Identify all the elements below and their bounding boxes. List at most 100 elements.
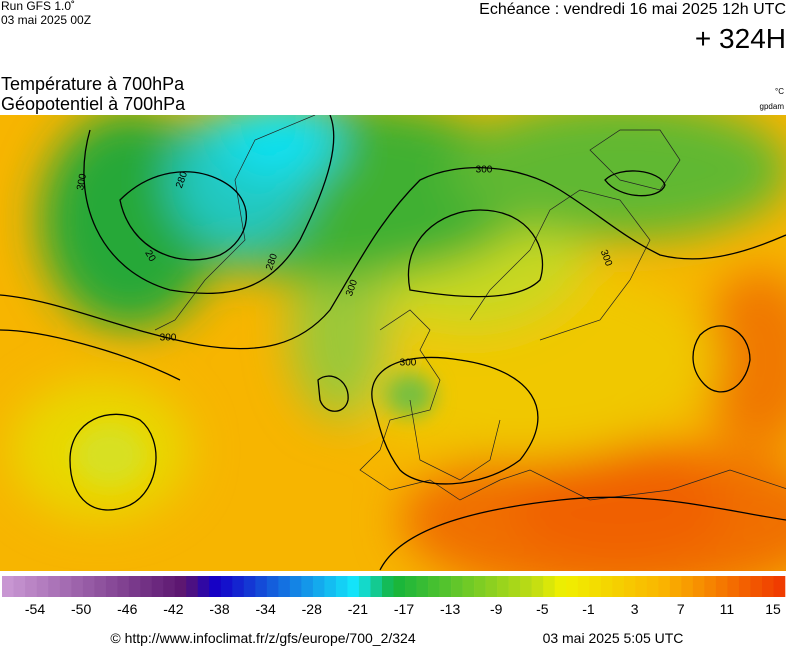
run-label: Run GFS 1.0˚ bbox=[1, 0, 75, 13]
colorbar-swatch bbox=[128, 576, 141, 597]
colorbar-swatch bbox=[727, 576, 740, 597]
colorbar-swatch bbox=[243, 576, 256, 597]
colorbar-swatch bbox=[312, 576, 325, 597]
colorbar-swatch bbox=[82, 576, 95, 597]
colorbar-label: -34 bbox=[256, 601, 276, 617]
colorbar-swatch bbox=[209, 576, 222, 597]
forecast-time: Echéance : vendredi 16 mai 2025 12h UTC bbox=[479, 1, 786, 18]
colorbar-swatch bbox=[738, 576, 751, 597]
colorbar-label: -54 bbox=[25, 601, 45, 617]
title-temperature: Température à 700hPa bbox=[1, 74, 185, 94]
colorbar-swatch bbox=[589, 576, 602, 597]
colorbar-swatch bbox=[151, 576, 164, 597]
colorbar-swatch bbox=[612, 576, 625, 597]
colorbar-swatch bbox=[324, 576, 337, 597]
colorbar-label: -50 bbox=[71, 601, 91, 617]
colorbar-swatch bbox=[405, 576, 417, 597]
colorbar-label: -17 bbox=[394, 601, 414, 617]
colorbar-swatch bbox=[335, 576, 348, 597]
colorbar-swatch bbox=[140, 576, 152, 597]
colorbar: -54 -50 -46 -42 -38 -34 -28 -21 -17 -13 -9 -5 -1 3 7 11… bbox=[2, 576, 786, 617]
colorbar-swatch bbox=[381, 576, 394, 597]
contour-label: 300 bbox=[400, 358, 417, 369]
colorbar-swatch bbox=[750, 576, 763, 597]
colorbar-swatch bbox=[197, 576, 210, 597]
contour-label: 300 bbox=[160, 333, 177, 344]
colorbar-swatch bbox=[658, 576, 671, 597]
colorbar-swatch bbox=[255, 576, 268, 597]
colorbar-swatch bbox=[59, 576, 72, 597]
colorbar-swatch bbox=[474, 576, 486, 597]
colorbar-swatch bbox=[485, 576, 498, 597]
colorbar-swatch bbox=[416, 576, 429, 597]
unit-temperature: °C bbox=[775, 87, 784, 96]
colorbar-label: -38 bbox=[209, 601, 229, 617]
colorbar-swatch bbox=[266, 576, 279, 597]
colorbar-swatch bbox=[462, 576, 475, 597]
colorbar-swatch bbox=[94, 576, 106, 597]
colorbar-swatch bbox=[566, 576, 579, 597]
colorbar-label: -13 bbox=[440, 601, 460, 617]
coastlines bbox=[154, 115, 786, 501]
colorbar-swatch bbox=[681, 576, 694, 597]
colorbar-swatch bbox=[773, 576, 786, 597]
colorbar-swatch bbox=[520, 576, 532, 597]
colorbar-swatch bbox=[370, 576, 383, 597]
footer-source: © http://www.infoclimat.fr/z/gfs/europe/… bbox=[110, 630, 415, 646]
colorbar-label: 7 bbox=[677, 601, 685, 617]
colorbar-label: -28 bbox=[302, 601, 322, 617]
footer-generated: 03 mai 2025 5:05 UTC bbox=[543, 630, 684, 646]
colorbar-swatch bbox=[554, 576, 567, 597]
colorbar-swatch bbox=[358, 576, 371, 597]
colorbar-swatch bbox=[301, 576, 314, 597]
colorbar-swatch bbox=[692, 576, 705, 597]
colorbar-swatch bbox=[623, 576, 636, 597]
colorbar-swatch bbox=[393, 576, 406, 597]
colorbar-swatch bbox=[186, 576, 199, 597]
colorbar-swatch bbox=[715, 576, 728, 597]
colorbar-swatch bbox=[163, 576, 176, 597]
colorbar-swatch bbox=[36, 576, 49, 597]
colorbar-label: 3 bbox=[631, 601, 639, 617]
temperature-field bbox=[10, 115, 786, 571]
contour-label: 300 bbox=[75, 172, 89, 191]
colorbar-swatch bbox=[174, 576, 187, 597]
colorbar-swatch bbox=[600, 576, 613, 597]
colorbar-swatch bbox=[220, 576, 233, 597]
colorbar-swatch bbox=[347, 576, 360, 597]
colorbar-swatch bbox=[669, 576, 682, 597]
colorbar-swatch bbox=[117, 576, 129, 597]
colorbar-label: -5 bbox=[536, 601, 549, 617]
colorbar-swatch bbox=[25, 576, 37, 597]
colorbar-swatch bbox=[105, 576, 118, 597]
colorbar-swatch bbox=[646, 576, 659, 597]
colorbar-label: 11 bbox=[720, 601, 735, 617]
unit-geopotential: gpdam bbox=[760, 102, 785, 111]
colorbar-swatch bbox=[577, 576, 590, 597]
colorbar-swatch bbox=[71, 576, 83, 597]
colorbar-label: -21 bbox=[348, 601, 368, 617]
colorbar-label: -9 bbox=[490, 601, 503, 617]
colorbar-swatch bbox=[439, 576, 452, 597]
colorbar-swatch bbox=[704, 576, 717, 597]
colorbar-label: -46 bbox=[117, 601, 137, 617]
colorbar-swatch bbox=[497, 576, 509, 597]
colorbar-swatch bbox=[13, 576, 26, 597]
colorbar-swatch bbox=[232, 576, 245, 597]
lead-time: + 324H bbox=[695, 23, 786, 54]
colorbar-swatch bbox=[2, 576, 14, 597]
colorbar-swatch bbox=[761, 576, 774, 597]
colorbar-swatch bbox=[428, 576, 440, 597]
colorbar-swatch bbox=[508, 576, 521, 597]
contour-label: 300 bbox=[476, 165, 493, 176]
colorbar-swatch bbox=[543, 576, 556, 597]
colorbar-swatch bbox=[278, 576, 291, 597]
colorbar-label: -1 bbox=[582, 601, 595, 617]
colorbar-swatch bbox=[48, 576, 60, 597]
title-geopotential: Géopotentiel à 700hPa bbox=[1, 94, 186, 114]
colorbar-label: 15 bbox=[765, 601, 781, 617]
